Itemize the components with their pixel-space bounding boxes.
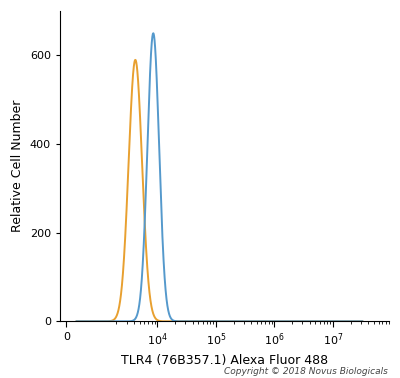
Y-axis label: Relative Cell Number: Relative Cell Number bbox=[11, 100, 24, 232]
X-axis label: TLR4 (76B357.1) Alexa Fluor 488: TLR4 (76B357.1) Alexa Fluor 488 bbox=[121, 354, 328, 367]
Text: Copyright © 2018 Novus Biologicals: Copyright © 2018 Novus Biologicals bbox=[224, 367, 388, 376]
